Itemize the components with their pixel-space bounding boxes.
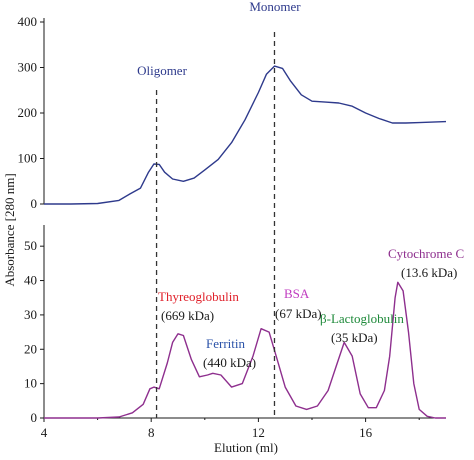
x-axis-label: Elution (ml): [214, 440, 278, 455]
top-series-line: [44, 65, 447, 205]
top-y-tick-label: 100: [18, 151, 38, 166]
x-tick-label: 4: [41, 425, 48, 440]
top-y-tick-label: 400: [18, 14, 38, 29]
top-y-tick-label: 200: [18, 105, 38, 120]
peak-annotation-label: (669 kDa): [161, 308, 214, 323]
bottom-y-tick-label: 20: [24, 341, 37, 356]
peak-annotation-label: (35 kDa): [331, 330, 378, 345]
peak-annotation-label: Cytochrome C: [388, 246, 464, 261]
bottom-series-line: [44, 281, 446, 419]
peak-annotation-label: (13.6 kDa): [401, 265, 457, 280]
peak-annotation-label: Thyreoglobulin: [158, 289, 239, 304]
peak-annotation-label: (440 kDa): [203, 355, 256, 370]
bottom-y-tick-label: 30: [24, 307, 37, 322]
x-tick-label: 8: [148, 425, 155, 440]
x-tick-label: 16: [359, 425, 373, 440]
peak-annotation-label: BSA: [284, 286, 310, 301]
y-axis-label: Absorbance [280 nm]: [2, 173, 17, 286]
top-y-tick-label: 300: [18, 60, 38, 75]
peak-annotation-label: β-Lactoglobulin: [320, 311, 404, 326]
bottom-y-tick-label: 0: [31, 410, 38, 425]
bottom-y-tick-label: 40: [24, 273, 37, 288]
peak-annotation-label: Ferritin: [206, 336, 245, 351]
peak-annotation-label: Monomer: [249, 0, 301, 14]
bottom-y-tick-label: 10: [24, 376, 37, 391]
x-tick-label: 12: [252, 425, 265, 440]
top-y-tick-label: 0: [31, 196, 38, 211]
bottom-y-tick-label: 50: [24, 238, 37, 253]
peak-annotation-label: (67 kDa): [275, 306, 322, 321]
peak-annotation-label: Oligomer: [137, 63, 187, 78]
